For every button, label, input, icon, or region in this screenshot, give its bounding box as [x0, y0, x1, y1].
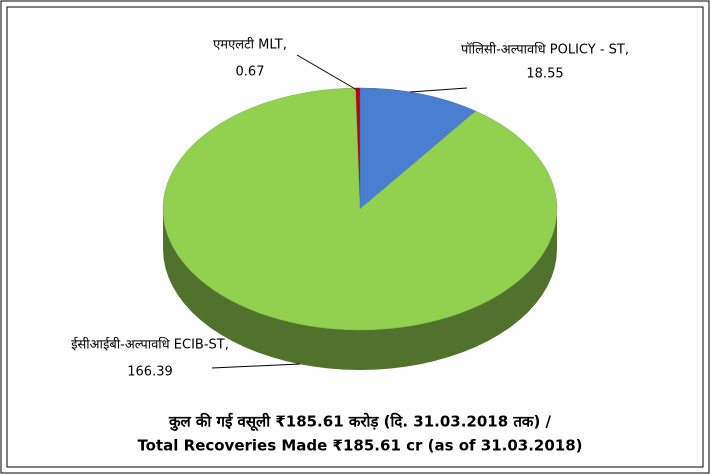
pie-slice — [162, 87, 558, 331]
chart-subtitle: Total Recoveries Made ₹185.61 cr (as of … — [137, 437, 582, 455]
data-label-name: ईसीआईबी-अल्पावधि ECIB-ST, — [71, 337, 229, 353]
pie-side — [163, 209, 557, 370]
leader-line — [211, 363, 301, 369]
chart-title: कुल की गई वसूली ₹185.61 करोड़ (दि. 31.03… — [168, 413, 552, 432]
data-label-name: एमएलटी MLT, — [213, 37, 287, 53]
data-label-value: 0.67 — [236, 65, 265, 80]
leader-line — [409, 87, 468, 93]
leader-line — [296, 54, 358, 91]
pie-slice — [359, 87, 477, 210]
data-label-value: 166.39 — [127, 365, 173, 380]
data-label-value: 18.55 — [526, 67, 563, 82]
data-label-name: पॉलिसी-अल्पावधि POLICY - ST, — [461, 42, 629, 58]
chart-frame — [6, 6, 704, 468]
